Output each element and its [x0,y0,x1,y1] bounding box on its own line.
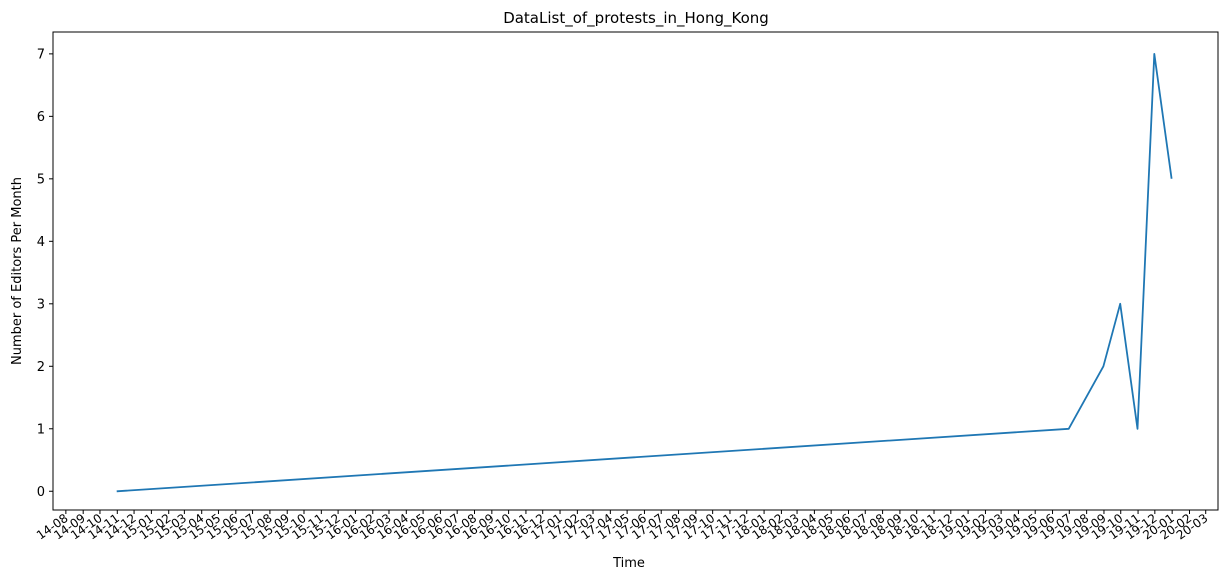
chart-title: DataList_of_protests_in_Hong_Kong [503,9,769,28]
y-tick-label: 5 [37,172,45,187]
y-axis-label: Number of Editors Per Month [10,177,25,365]
y-tick-label: 7 [37,47,45,62]
y-tick-label: 4 [37,235,45,250]
y-tick-label: 1 [37,422,45,437]
y-axis: 0 1 2 3 4 5 6 7 [37,47,53,500]
x-axis: 14-0814-0914-1014-1114-1215-0115-0215-03… [34,510,1210,542]
plot-frame [52,31,1219,511]
series-line-0 [116,53,1173,493]
y-tick-label: 0 [37,485,45,500]
x-axis-label: Time [612,556,645,571]
series-layer [116,53,1173,493]
y-tick-label: 2 [37,360,45,375]
y-tick-label: 6 [37,110,45,125]
y-tick-label: 3 [37,297,45,312]
